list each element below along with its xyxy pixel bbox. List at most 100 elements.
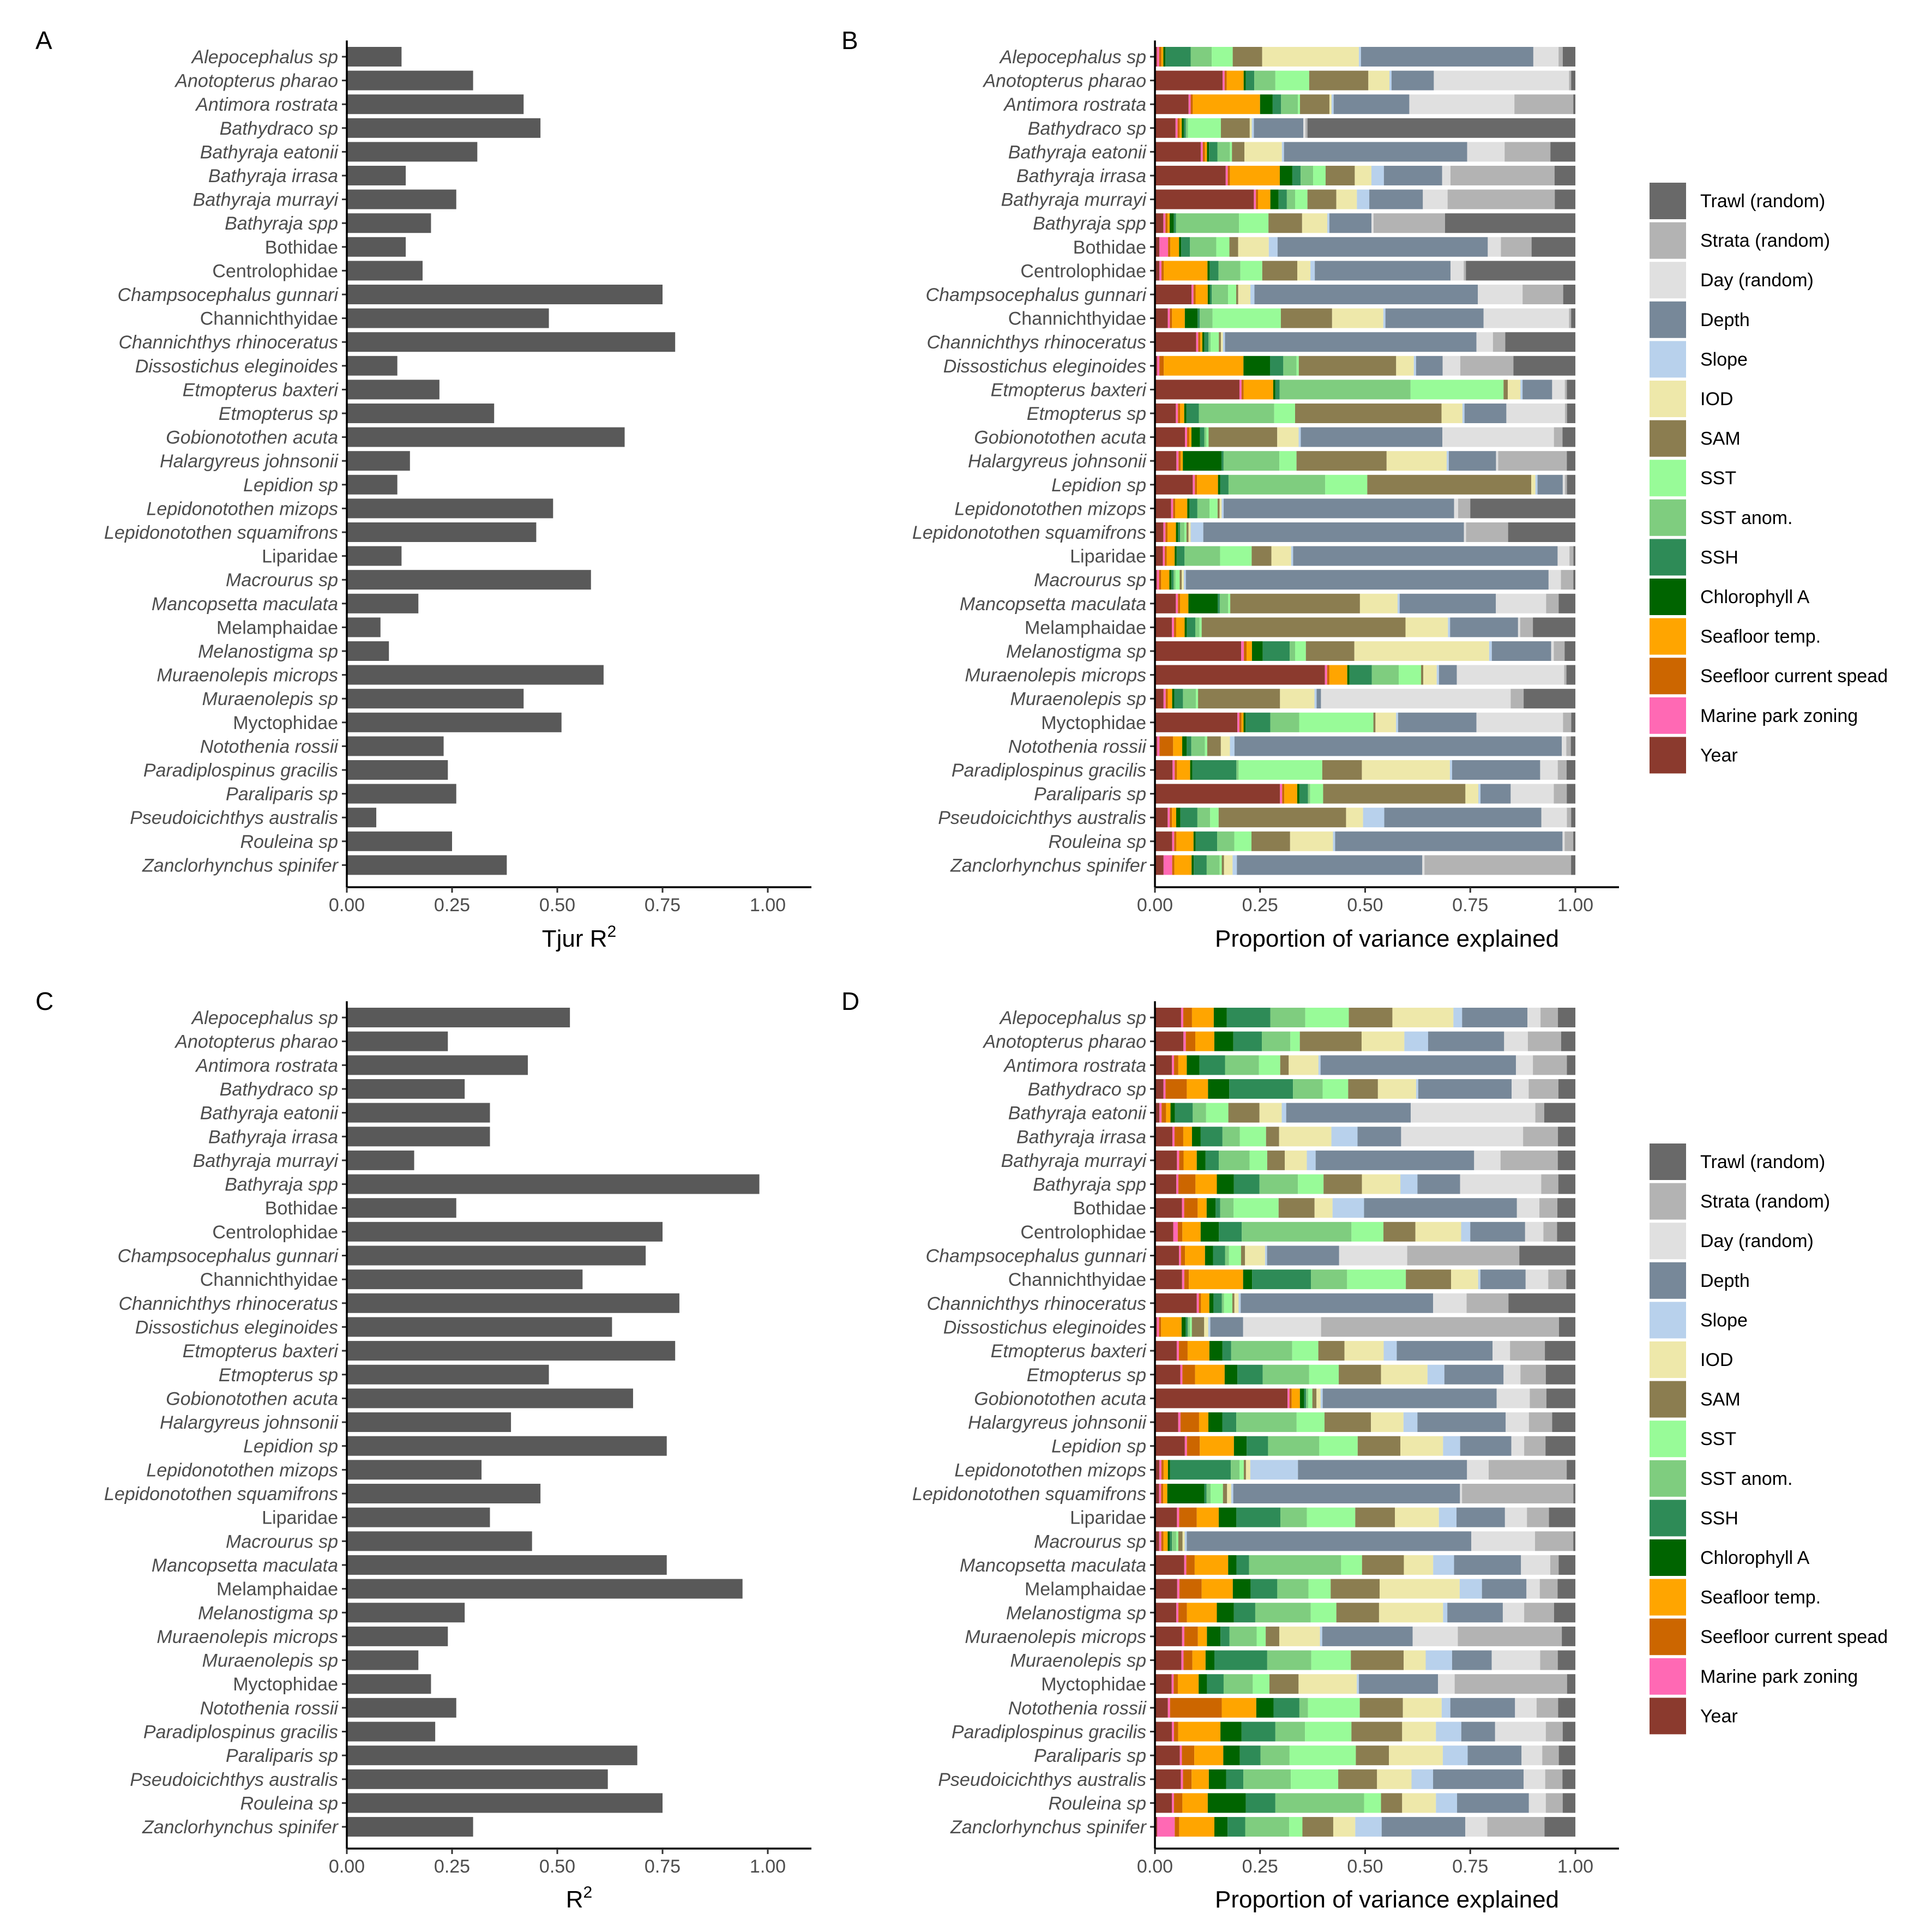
bar-segment-lepidonotothen-mizops-strata-random — [1458, 498, 1471, 519]
bar-segment-bathydraco-sp-sst — [1188, 118, 1221, 138]
bar-segment-halargyreus-johnsonii-sam — [1324, 1412, 1371, 1433]
bar-channichthys-rhinoceratus — [347, 1293, 679, 1313]
bar-segment-bathyraja-irrasa-year — [1155, 166, 1226, 185]
bar-segment-mancopsetta-maculata-slope — [1397, 593, 1400, 613]
bar-segment-mancopsetta-maculata-sam — [1362, 1555, 1404, 1575]
bar-segment-champsocephalus-gunnari-sam — [1241, 1245, 1245, 1266]
bar-segment-dissostichus-eleginoides-iod — [1204, 1317, 1208, 1337]
y-tick-label: Champsocephalus gunnari — [118, 1246, 339, 1267]
bar-segment-dissostichus-eleginoides-sst — [1189, 1317, 1192, 1337]
bar-segment-channichthys-rhinoceratus-trawl-random — [1508, 1293, 1575, 1313]
bar-segment-lepidonotothen-mizops-chlorophyll-a — [1167, 1460, 1170, 1480]
bar-segment-bathyraja-eatonii-iod — [1259, 1103, 1282, 1123]
bar-segment-zanclorhynchus-spinifer-slope — [1232, 855, 1237, 875]
bar-champsocephalus-gunnari — [347, 1245, 646, 1266]
bar-segment-channichthys-rhinoceratus-strata-random — [1466, 1293, 1509, 1313]
bar-segment-bathydraco-sp-ssh — [1183, 118, 1186, 138]
bar-segment-alepocephalus-sp-seafloor-temp — [1191, 1008, 1214, 1027]
bar-segment-etmopterus-sp-strata-random — [1564, 404, 1567, 423]
bar-segment-rouleina-sp-trawl-random — [1573, 831, 1575, 851]
legend-label: SSH — [1700, 1508, 1738, 1528]
bar-segment-alepocephalus-sp-iod — [1392, 1008, 1454, 1027]
bar-segment-paraliparis-sp-day-random — [1521, 1746, 1543, 1766]
bar-segment-dissostichus-eleginoides-strata-random — [1460, 356, 1514, 376]
bar-segment-muraenolepis-microps-trawl-random — [1562, 1626, 1575, 1646]
bar-segment-notothenia-rossii-strata-random — [1566, 736, 1571, 756]
bar-segment-mancopsetta-maculata-seafloor-temp — [1194, 1555, 1229, 1575]
bar-segment-etmopterus-baxteri-marine-park-zoning — [1176, 1341, 1179, 1361]
bar-segment-liparidae-ssh — [1176, 546, 1185, 566]
bar-segment-lepidonotothen-squamifrons-day-random — [1460, 1484, 1462, 1503]
bar-segment-centrolophidae-ssh — [1219, 1221, 1242, 1242]
bar-segment-rouleina-sp-day-random — [1528, 1793, 1546, 1813]
bar-segment-bathyraja-irrasa-chlorophyll-a — [1280, 166, 1292, 185]
bar-segment-champsocephalus-gunnari-chlorophyll-a — [1205, 1245, 1213, 1266]
y-tick-label: Centrolophidae — [212, 1222, 338, 1243]
bar-segment-bothidae-strata-random — [1501, 237, 1532, 257]
y-tick-label: Lepidion sp — [1051, 475, 1146, 496]
bar-segment-channichthyidae-trawl-random — [1566, 1269, 1575, 1290]
bar-segment-alepocephalus-sp-chlorophyll-a — [1163, 47, 1166, 67]
bar-segment-macrourus-sp-day-random — [1471, 1531, 1536, 1551]
bar-segment-melanostigma-sp-sam — [1336, 1603, 1379, 1623]
bar-channichthys-rhinoceratus — [347, 332, 676, 352]
bar-segment-paradiplospinus-gracilis-year — [1155, 760, 1173, 780]
bar-segment-anotopterus-pharao-iod — [1368, 70, 1390, 91]
bar-segment-muraenolepis-microps-marine-park-zoning — [1182, 1626, 1184, 1646]
y-tick-label: Channichthys rhinoceratus — [926, 332, 1146, 353]
bar-segment-myctophidae-iod — [1298, 1674, 1357, 1694]
bar-segment-etmopterus-baxteri-day-random — [1492, 1341, 1510, 1361]
bar-segment-channichthys-rhinoceratus-chlorophyll-a — [1202, 332, 1205, 352]
y-tick-label: Gobionotothen acuta — [166, 1388, 338, 1409]
bar-segment-channichthyidae-depth — [1385, 308, 1484, 328]
bar-segment-pseudoicichthys-australis-seafloor-temp — [1191, 1769, 1209, 1789]
bar-segment-melanostigma-sp-marine-park-zoning — [1176, 1603, 1179, 1623]
bar-segment-bathyraja-murrayi-marine-park-zoning — [1177, 1150, 1179, 1170]
bar-segment-gobionotothen-acuta-sam — [1208, 427, 1278, 447]
bar-segment-zanclorhynchus-spinifer-trawl-random — [1571, 855, 1575, 875]
bar-segment-anotopterus-pharao-day-random — [1434, 70, 1569, 91]
bar-segment-bathyraja-eatonii-year — [1155, 142, 1201, 162]
bar-segment-bathyraja-irrasa-chlorophyll-a — [1191, 1127, 1201, 1147]
bar-segment-liparidae-sst-anom — [1280, 1507, 1307, 1527]
legend-b: Trawl (random) Strata (random) Day (random… — [1650, 183, 1888, 774]
bar-segment-champsocephalus-gunnari-slope — [1250, 285, 1255, 304]
bar-segment-champsocephalus-gunnari-depth — [1254, 285, 1478, 304]
bar-segment-macrourus-sp-seefloor-current-spead — [1161, 1531, 1164, 1551]
bar-segment-alepocephalus-sp-depth — [1361, 47, 1533, 67]
bar-segment-melamphaidae-iod — [1405, 617, 1448, 637]
bar-segment-muraenolepis-sp-depth — [1452, 1650, 1492, 1670]
bar-segment-zanclorhynchus-spinifer-iod — [1224, 855, 1233, 875]
bar-segment-centrolophidae-slope — [1461, 1221, 1471, 1242]
bar-segment-dissostichus-eleginoides-trawl-random — [1558, 1317, 1575, 1337]
bar-segment-etmopterus-sp-sst-anom — [1199, 404, 1274, 423]
bar-segment-champsocephalus-gunnari-trawl-random — [1519, 1245, 1575, 1266]
bar-segment-bathyraja-murrayi-sst — [1249, 1150, 1267, 1170]
bar-segment-champsocephalus-gunnari-day-random — [1339, 1245, 1407, 1266]
bar-segment-bothidae-seafloor-temp — [1197, 1198, 1207, 1218]
bar-segment-muraenolepis-sp-strata-random — [1510, 689, 1524, 709]
bar-segment-pseudoicichthys-australis-chlorophyll-a — [1208, 1769, 1226, 1789]
bar-segment-bathyraja-irrasa-iod — [1279, 1127, 1332, 1147]
bar-segment-lepidonotothen-squamifrons-year — [1155, 522, 1164, 542]
bar-segment-pseudoicichthys-australis-trawl-random — [1562, 1769, 1575, 1789]
bar-segment-zanclorhynchus-spinifer-sst-anom — [1245, 1817, 1290, 1837]
bar-segment-channichthyidae-strata-random — [1569, 308, 1572, 328]
bar-segment-bathyraja-murrayi-seefloor-current-spead — [1179, 1150, 1184, 1170]
bar-segment-bathyraja-spp-depth — [1329, 213, 1372, 233]
bar-segment-liparidae-sst — [1307, 1507, 1356, 1527]
bar-segment-dissostichus-eleginoides-seefloor-current-spead — [1159, 1317, 1161, 1337]
bar-segment-zanclorhynchus-spinifer-year — [1155, 855, 1164, 875]
bar-segment-channichthyidae-chlorophyll-a — [1243, 1269, 1253, 1290]
bar-segment-dissostichus-eleginoides-depth — [1416, 356, 1443, 376]
y-tick-label: Channichthyidae — [1008, 1269, 1146, 1290]
bar-segment-macrourus-sp-sst — [1176, 1531, 1178, 1551]
y-tick-label: Bathyraja murrayi — [1001, 1151, 1147, 1171]
bar-channichthyidae — [347, 1269, 583, 1290]
bar-segment-notothenia-rossii-day-random — [1515, 1698, 1537, 1718]
y-tick-label: Lepidonotothen mizops — [954, 1460, 1146, 1480]
bar-segment-muraenolepis-microps-seafloor-temp — [1197, 1626, 1207, 1646]
bar-segment-notothenia-rossii-seefloor-current-spead — [1159, 736, 1173, 756]
bar-segment-bathyraja-eatonii-day-random — [1411, 1103, 1536, 1123]
bar-segment-bothidae-sst-anom — [1190, 237, 1217, 257]
